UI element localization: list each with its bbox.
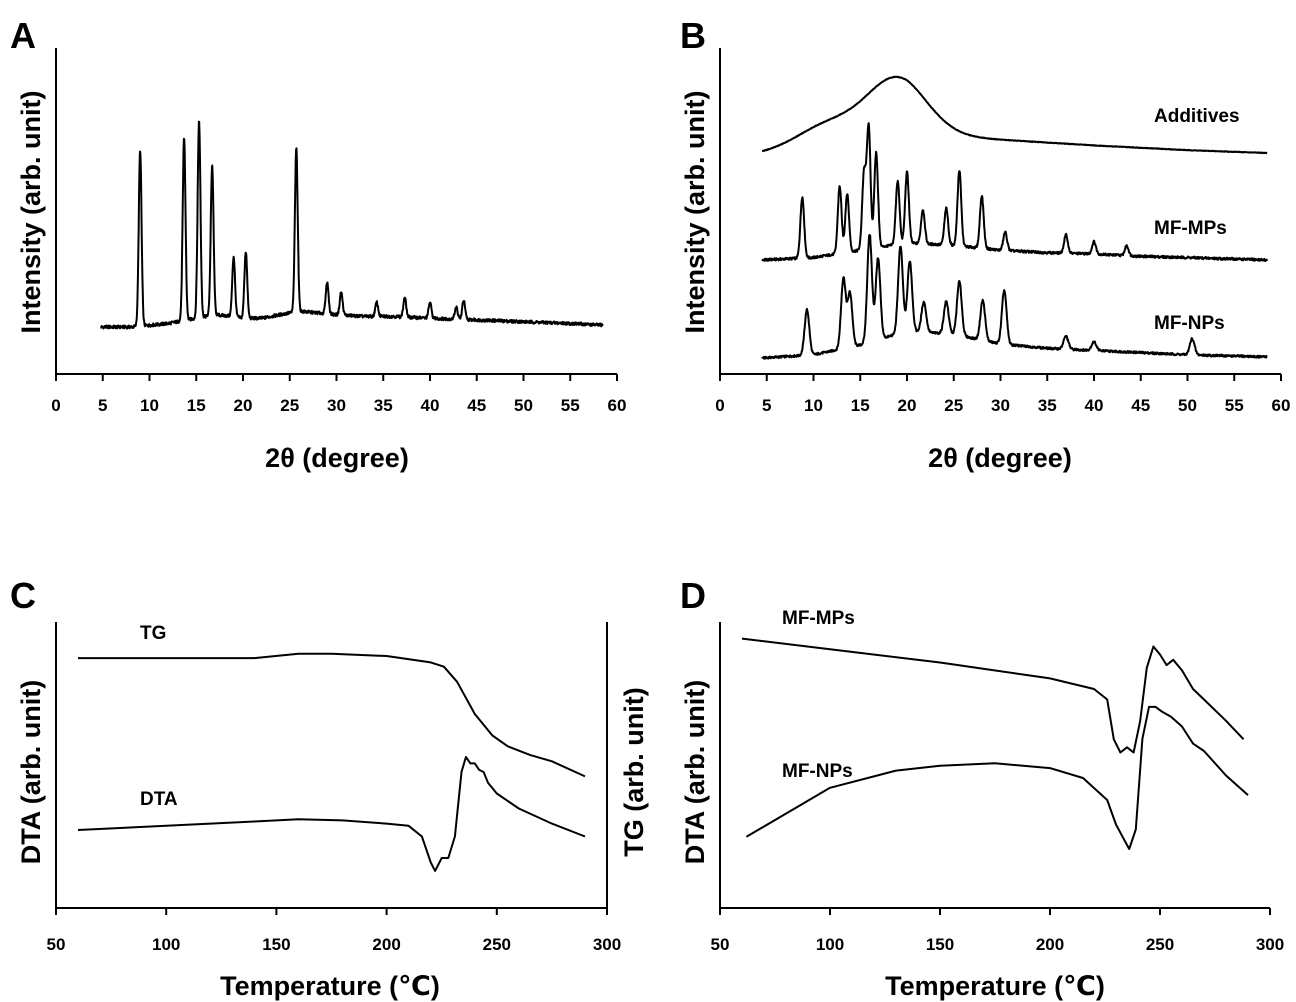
panel-a-x-tick-label: 30 <box>327 396 346 415</box>
panel-b-x-tick-label: 60 <box>1272 396 1291 415</box>
panel-c: C 50 100 150 200 250 300 TG DTA Temperature (… <box>10 575 649 1001</box>
panel-a-x-tick-label: 35 <box>374 396 393 415</box>
panel-a-x-tick-label: 25 <box>280 396 299 415</box>
series-label-mf-nps-dta: MF-NPs <box>782 761 853 782</box>
panel-c-x-tick-label: 300 <box>593 935 621 954</box>
panel-d-x-tick-label: 50 <box>711 935 730 954</box>
panel-c-x-label: Temperature (℃) <box>220 971 440 1001</box>
panel-label-d: D <box>680 575 706 616</box>
panel-c-dta-trace <box>77 756 586 872</box>
panel-b-x-tick-label: 5 <box>762 396 771 415</box>
panel-a-x-tick-label: 15 <box>187 396 206 415</box>
panel-d-x-ticks: 50 100 150 200 250 300 <box>711 908 1284 954</box>
panel-a-x-tick-label: 40 <box>421 396 440 415</box>
panel-a-x-tick-label: 55 <box>561 396 580 415</box>
panel-a-x-tick-label: 5 <box>98 396 107 415</box>
panel-c-tg-trace <box>78 652 586 778</box>
panel-c-y2-label: TG (arb. unit) <box>619 687 649 856</box>
panel-a-y-label: Intensity (arb. unit) <box>16 91 46 334</box>
panel-b-x-tick-label: 30 <box>991 396 1010 415</box>
series-label-mf-mps-dta: MF-MPs <box>782 608 855 629</box>
panel-c-x-tick-label: 100 <box>152 935 180 954</box>
panel-c-x-tick-label: 150 <box>262 935 290 954</box>
panel-a-x-tick-label: 50 <box>514 396 533 415</box>
panel-label-c: C <box>10 575 36 616</box>
panel-a-x-label: 2θ (degree) <box>265 443 409 473</box>
panel-b-x-tick-label: 55 <box>1225 396 1244 415</box>
panel-b-x-label: 2θ (degree) <box>928 443 1072 473</box>
panel-a-x-tick-label: 45 <box>467 396 486 415</box>
panel-label-a: A <box>10 15 36 56</box>
panel-a-x-tick-label: 10 <box>140 396 159 415</box>
panel-a-x-ticks: 0 5 10 15 20 25 30 35 40 45 50 55 60 <box>51 374 626 415</box>
series-label-tg: TG <box>140 623 166 644</box>
panel-b-x-tick-label: 15 <box>851 396 870 415</box>
panel-d-x-tick-label: 250 <box>1146 935 1174 954</box>
panel-b-x-tick-label: 40 <box>1085 396 1104 415</box>
panel-d-x-label: Temperature (℃) <box>885 971 1105 1001</box>
panel-b-y-label: Intensity (arb. unit) <box>680 91 710 334</box>
panel-d-x-tick-label: 100 <box>816 935 844 954</box>
panel-b-mf-nps-trace <box>761 234 1268 360</box>
panel-a-xrd-trace <box>100 120 604 330</box>
series-label-additives: Additives <box>1154 106 1240 127</box>
series-label-mf-nps: MF-NPs <box>1154 313 1225 334</box>
panel-b-x-tick-label: 20 <box>898 396 917 415</box>
panel-b-x-tick-label: 25 <box>944 396 963 415</box>
series-label-mf-mps: MF-MPs <box>1154 218 1227 239</box>
panel-b: B 0 5 10 15 20 25 30 35 40 45 50 55 60 Additives MF-… <box>680 15 1290 473</box>
panel-d-x-tick-label: 300 <box>1256 935 1284 954</box>
panel-b-x-tick-label: 45 <box>1131 396 1150 415</box>
panel-d: D 50 100 150 200 250 300 MF-MPs MF-NPs Temper… <box>680 575 1284 1001</box>
panel-a: A 0 5 10 15 20 25 30 35 40 45 50 55 60 2θ (degree) I… <box>10 15 626 473</box>
panel-c-x-ticks: 50 100 150 200 250 300 <box>47 908 621 954</box>
panel-c-y-label: DTA (arb. unit) <box>16 680 46 864</box>
panel-b-additives-trace <box>761 75 1268 155</box>
panel-b-mf-mps-trace <box>761 122 1268 262</box>
panel-c-x-tick-label: 50 <box>47 935 66 954</box>
series-label-dta: DTA <box>140 789 178 810</box>
panel-a-x-tick-label: 0 <box>51 396 60 415</box>
panel-b-x-ticks: 0 5 10 15 20 25 30 35 40 45 50 55 60 <box>715 374 1290 415</box>
panel-c-x-tick-label: 250 <box>483 935 511 954</box>
panel-a-x-tick-label: 20 <box>234 396 253 415</box>
panel-b-x-tick-label: 10 <box>804 396 823 415</box>
panel-b-x-tick-label: 0 <box>715 396 724 415</box>
panel-d-mf-nps-trace <box>745 705 1249 850</box>
panel-label-b: B <box>680 15 706 56</box>
panel-d-y-label: DTA (arb. unit) <box>680 680 710 864</box>
panel-d-x-tick-label: 200 <box>1036 935 1064 954</box>
panel-b-x-tick-label: 35 <box>1038 396 1057 415</box>
panel-a-x-tick-label: 60 <box>608 396 627 415</box>
panel-d-mf-mps-trace <box>741 637 1245 754</box>
panel-b-x-tick-label: 50 <box>1178 396 1197 415</box>
panel-d-x-tick-label: 150 <box>926 935 954 954</box>
panel-c-x-tick-label: 200 <box>372 935 400 954</box>
